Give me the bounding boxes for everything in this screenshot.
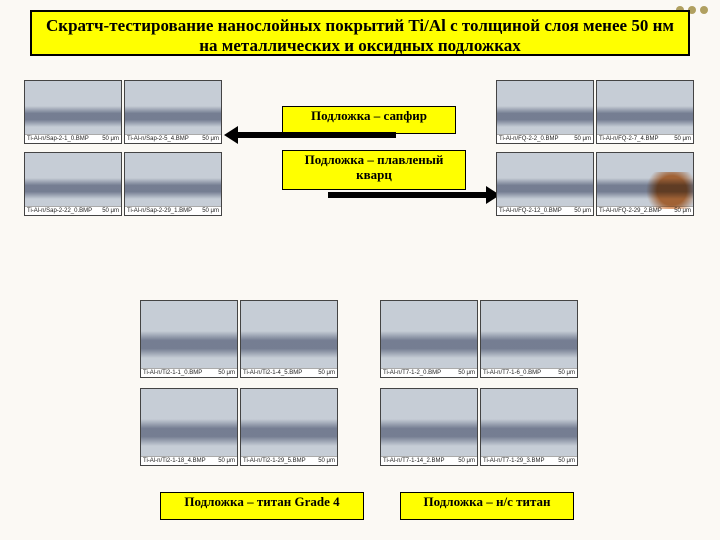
slide-title: Скратч-тестирование нанослойных покрытий… [30,10,690,56]
micrograph-caption: Ti-Al-n/Sap-2-1_0.BMP50 μm [25,134,121,143]
micrograph-caption: Ti-Al-n/T7-1-6_0.BMP50 μm [481,368,577,377]
micrograph-caption: Ti-Al-n/FQ-2-12_0.BMP50 μm [497,206,593,215]
micrograph-tile: Ti-Al-n/Ti2-1-29_5.BMP50 μm [240,388,338,466]
label-titanium-grade4-substrate: Подложка – титан Grade 4 [160,492,364,520]
micrograph-tile: Ti-Al-n/Ti2-1-4_5.BMP50 μm [240,300,338,378]
micrograph-tile: Ti-Al-n/FQ-2-12_0.BMP50 μm [496,152,594,216]
micrograph-caption: Ti-Al-n/Sap-2-22_0.BMP50 μm [25,206,121,215]
micrograph-tile: Ti-Al-n/FQ-2-7_4.BMP50 μm [596,80,694,144]
micrograph-tile: Ti-Al-n/Ti2-1-18_4.BMP50 μm [140,388,238,466]
micrograph-caption: Ti-Al-n/Sap-2-29_1.BMP50 μm [125,206,221,215]
arrow-left-icon [236,132,396,138]
micrograph-caption: Ti-Al-n/FQ-2-2_0.BMP50 μm [497,134,593,143]
micrograph-caption: Ti-Al-n/Ti2-1-18_4.BMP50 μm [141,456,237,465]
label-fused-quartz-substrate: Подложка – плавленый кварц [282,150,466,190]
micrograph-tile: Ti-Al-n/Sap-2-1_0.BMP50 μm [24,80,122,144]
micrograph-caption: Ti-Al-n/T7-1-14_2.BMP50 μm [381,456,477,465]
micrograph-tile: Ti-Al-n/T7-1-14_2.BMP50 μm [380,388,478,466]
micrograph-tile: Ti-Al-n/FQ-2-2_0.BMP50 μm [496,80,594,144]
micrograph-tile: Ti-Al-n/T7-1-6_0.BMP50 μm [480,300,578,378]
micrograph-caption: Ti-Al-n/FQ-2-29_2.BMP50 μm [597,206,693,215]
micrograph-caption: Ti-Al-n/T7-1-29_3.BMP50 μm [481,456,577,465]
micrograph-caption: Ti-Al-n/T7-1-2_0.BMP50 μm [381,368,477,377]
label-sapphire-substrate: Подложка – сапфир [282,106,456,134]
micrograph-caption: Ti-Al-n/FQ-2-7_4.BMP50 μm [597,134,693,143]
micrograph-tile: Ti-Al-n/Sap-2-29_1.BMP50 μm [124,152,222,216]
micrograph-caption: Ti-Al-n/Sap-2-5_4.BMP50 μm [125,134,221,143]
micrograph-tile: Ti-Al-n/Sap-2-22_0.BMP50 μm [24,152,122,216]
arrow-right-icon [328,192,488,198]
label-nc-titanium-substrate: Подложка – н/с титан [400,492,574,520]
micrograph-caption: Ti-Al-n/Ti2-1-1_0.BMP50 μm [141,368,237,377]
micrograph-tile: Ti-Al-n/FQ-2-29_2.BMP50 μm [596,152,694,216]
micrograph-tile: Ti-Al-n/Sap-2-5_4.BMP50 μm [124,80,222,144]
micrograph-tile: Ti-Al-n/T7-1-2_0.BMP50 μm [380,300,478,378]
micrograph-caption: Ti-Al-n/Ti2-1-4_5.BMP50 μm [241,368,337,377]
micrograph-tile: Ti-Al-n/T7-1-29_3.BMP50 μm [480,388,578,466]
micrograph-caption: Ti-Al-n/Ti2-1-29_5.BMP50 μm [241,456,337,465]
micrograph-tile: Ti-Al-n/Ti2-1-1_0.BMP50 μm [140,300,238,378]
